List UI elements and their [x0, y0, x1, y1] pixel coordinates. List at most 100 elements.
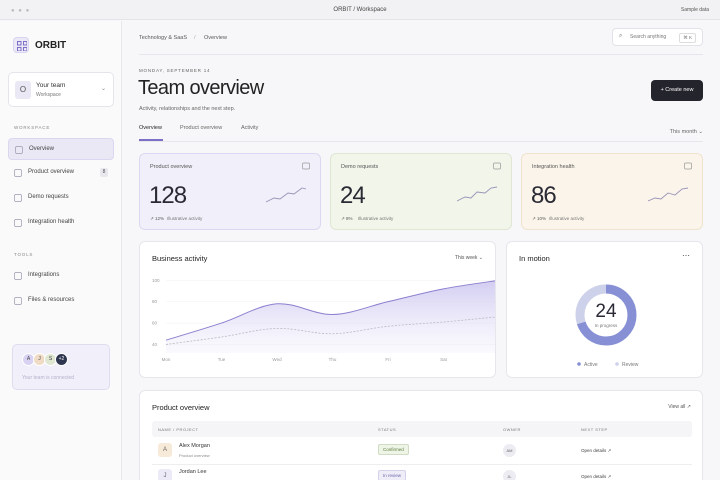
table-header: [152, 421, 692, 437]
row-divider: [152, 464, 692, 465]
x-tick-label: Tue: [218, 357, 226, 362]
graphic: [15, 146, 23, 154]
next-step[interactable]: Open details ↗: [581, 474, 612, 479]
nav-label: Integrations: [28, 272, 60, 278]
graphic: [266, 187, 307, 203]
stat-value: 86: [531, 182, 557, 209]
date: MONDAY, SEPTEMBER 14: [139, 68, 211, 73]
row-project: Product overview: [179, 453, 210, 458]
nav-item[interactable]: Files & resources: [8, 290, 114, 312]
stat-title: Integration health: [532, 164, 575, 170]
x-tick-label: Thu: [329, 357, 337, 362]
legend-swatch: [615, 362, 619, 366]
next-step[interactable]: Open details ↗: [581, 448, 612, 453]
stat-change: ↗ 8%: [341, 216, 353, 221]
graphic: [17, 41, 27, 51]
tab[interactable]: Product overview: [180, 125, 223, 131]
stat-icon: [302, 162, 310, 170]
team-avatar: O: [15, 81, 31, 99]
nav-item[interactable]: Demo requests: [8, 187, 114, 209]
row-name: Jordan Lee: [179, 469, 207, 475]
donut-caption: In progress: [595, 323, 618, 328]
owner-avatar: JL: [503, 470, 516, 480]
graphic: [14, 219, 22, 227]
stat-change: ↗ 10%: [532, 216, 547, 221]
more-menu[interactable]: ⋯: [682, 251, 690, 260]
graphic: [14, 194, 22, 202]
status-badge: Confirmed: [378, 444, 409, 455]
nav-icon: [14, 194, 22, 202]
graphic: [14, 169, 22, 177]
stat-icon: [493, 162, 501, 170]
tab-underline: [139, 139, 163, 141]
team-card[interactable]: O Your team Workspace ⌄: [8, 72, 114, 107]
breadcrumb[interactable]: Technology & SaaS: [139, 35, 188, 41]
shortcut: ⌘ K: [679, 33, 696, 43]
stat-title: Demo requests: [341, 164, 379, 170]
stat-title: Product overview: [150, 164, 193, 170]
period-filter[interactable]: This month ⌄: [669, 129, 703, 135]
stat-note: Illustrative activity: [167, 216, 203, 221]
area: [166, 280, 495, 353]
breadcrumb-sep: /: [194, 35, 196, 41]
nav-icon: [14, 272, 22, 280]
graphic: [648, 187, 689, 202]
sparkline: [266, 187, 307, 203]
column-header: STATUS: [378, 427, 397, 432]
row-avatar: J: [158, 469, 172, 480]
legend-swatch: [577, 362, 581, 366]
graphic: [14, 297, 22, 305]
nav-label: Demo requests: [28, 194, 69, 200]
nav-item[interactable]: Integrations: [8, 265, 114, 287]
x-tick-label: Fri: [385, 357, 390, 362]
nav-item[interactable]: Overview: [8, 138, 114, 160]
stat-change: ↗ 12%: [150, 216, 165, 221]
nav-badge: 8: [100, 168, 108, 177]
chevron: ⌄: [100, 86, 106, 92]
stat-note: Illustrative activity: [358, 216, 394, 221]
graphic: [457, 186, 498, 202]
search-icon: ⌕: [619, 33, 623, 39]
owner-avatar: AM: [503, 444, 516, 457]
in-motion-card: In motion ⋯ Active Review 24 In progress: [506, 241, 703, 378]
line: [165, 280, 495, 341]
graphic: [493, 162, 501, 170]
view-all[interactable]: View all ↗: [668, 404, 691, 410]
nav-item[interactable]: Integration health: [8, 212, 114, 234]
stat-icon: [684, 162, 692, 170]
sparkline: [457, 186, 498, 202]
stat-card: Demo requests 24 ↗ 8% Illustrative activity: [330, 153, 512, 230]
tab[interactable]: Activity: [241, 125, 259, 131]
create-button[interactable]: + Create new: [651, 80, 703, 101]
tab[interactable]: Overview: [139, 125, 162, 131]
search-box[interactable]: ⌕ Search anything ⌘ K: [612, 28, 703, 46]
section-label: WORKSPACE: [14, 125, 51, 130]
x-tick-label: Sat: [440, 357, 448, 362]
nav-icon: [14, 219, 22, 227]
graphic: 40 60 80 100 Mon Tue Wed Thu Fri Sat Sun: [152, 278, 496, 362]
y-tick-label: 60: [152, 321, 158, 326]
nav-label: Files & resources: [28, 297, 75, 303]
week-filter[interactable]: This week ⌄: [454, 255, 483, 261]
nav-label: Product overview: [28, 169, 75, 175]
member-avatar: +2: [55, 353, 68, 366]
team-connection-text: Your team is connected: [22, 375, 75, 381]
product-table-card: Product overview View all ↗ NAME / PROJECT…: [139, 390, 703, 480]
stat-value: 24: [340, 182, 366, 209]
x-tick-label: Sun: [495, 357, 496, 362]
search-placeholder: Search anything: [630, 34, 667, 40]
page-subtitle: Activity, relationships and the next ste…: [139, 106, 236, 112]
page-title: Team overview: [138, 77, 264, 99]
sample-data[interactable]: Sample data: [680, 7, 709, 13]
nav-icon: [14, 169, 22, 177]
graphic: [302, 162, 310, 170]
team-connection-card: A J S +2 Your team is connected: [12, 344, 110, 390]
column-header: NEXT STEP: [581, 427, 608, 432]
stat-note: Illustrative activity: [549, 216, 585, 221]
donut-segment: [575, 284, 637, 346]
legend-label: Active: [584, 362, 598, 368]
logo-square: [23, 41, 27, 46]
nav-item[interactable]: Product overview 8: [8, 162, 114, 184]
nav-icon: [14, 297, 22, 305]
